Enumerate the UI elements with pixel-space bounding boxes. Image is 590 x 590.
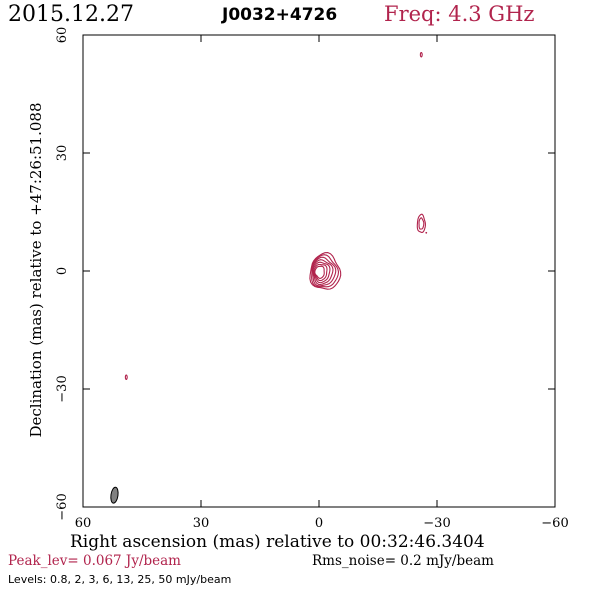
axis-ticks: 60 30 0 −30 −60 −60 −30 0 30 60 <box>55 27 569 531</box>
y-tick-label: 60 <box>55 27 70 44</box>
y-axis-label: Declination (mas) relative to +47:26:51.… <box>27 102 45 438</box>
spot-contour <box>419 51 423 58</box>
y-tick-label: 30 <box>55 145 70 162</box>
x-axis-label: Right ascension (mas) relative to 00:32:… <box>70 532 485 552</box>
x-tick-label: −60 <box>541 516 568 531</box>
x-tick-label: 30 <box>193 516 210 531</box>
core-contour <box>311 254 340 288</box>
source-name: J0032+4726 <box>222 5 338 25</box>
peak-level: Peak_lev= 0.067 Jy/beam <box>8 553 181 569</box>
core-contour <box>309 252 342 290</box>
knot-contour <box>418 217 425 230</box>
beam-layer <box>110 486 119 504</box>
beam-ellipse <box>110 486 119 504</box>
knot-spot <box>425 231 428 234</box>
x-tick-label: −30 <box>423 516 450 531</box>
y-tick-label: −60 <box>55 493 70 520</box>
x-tick-label: 0 <box>315 516 323 531</box>
core-contour <box>312 261 331 284</box>
contour-layer <box>124 51 428 380</box>
y-tick-label: 0 <box>55 267 70 275</box>
spot-contour <box>124 374 128 380</box>
x-tick-label: 60 <box>75 516 92 531</box>
knot-contour <box>416 213 426 233</box>
core-contour <box>313 263 328 282</box>
core-contour <box>314 265 325 279</box>
frequency-label: Freq: 4.3 GHz <box>384 2 535 26</box>
y-tick-label: −30 <box>55 375 70 402</box>
rms-noise: Rms_noise= 0.2 mJy/beam <box>312 553 494 569</box>
epoch-date: 2015.12.27 <box>8 2 134 27</box>
contour-levels: Levels: 0.8, 2, 3, 6, 13, 25, 50 mJy/bea… <box>8 573 232 586</box>
plot-frame <box>82 34 556 508</box>
